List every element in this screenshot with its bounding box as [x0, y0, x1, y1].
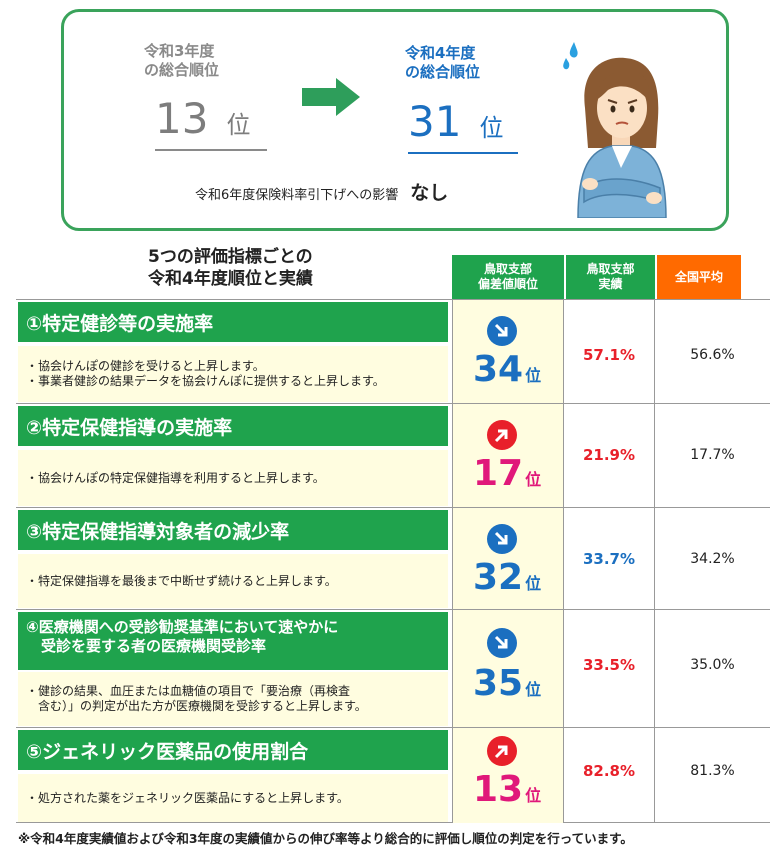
rank-value: 32 位 [473, 557, 542, 598]
up-icon [487, 420, 517, 450]
average-value: 81.3% [690, 763, 735, 779]
indicator-name: ⑤ジェネリック医薬品の使用割合 [18, 730, 448, 770]
average-value: 56.6% [690, 347, 735, 363]
rank-cell: 32 位 [452, 508, 564, 609]
indicator-description: ・協会けんぽの特定保健指導を利用すると上昇します。 [18, 450, 448, 506]
cur-rank-value: 31 位 [408, 98, 518, 154]
average-value: 35.0% [690, 657, 735, 673]
table-row: ①特定健診等の実施率 ・協会けんぽの健診を受けると上昇します。 ・事業者健診の結果… [16, 299, 770, 403]
rank-value: 17 位 [473, 453, 542, 494]
impact-line: 令和6年度保険料率引下げへの影響 なし [195, 182, 449, 204]
cur-rank-label: 令和4年度 の総合順位 [405, 44, 481, 81]
table-row: ④医療機関への受診勧奨基準において速やかに 受診を要する者の医療機関受診率 ・健… [16, 609, 770, 727]
header-rank: 鳥取支部 偏差値順位 [452, 255, 564, 299]
table-row: ③特定保健指導対象者の減少率 ・特定保健指導を最後まで中断せず続けると上昇します… [16, 507, 770, 609]
indicator-table: ①特定健診等の実施率 ・協会けんぽの健診を受けると上昇します。 ・事業者健診の結果… [16, 299, 770, 823]
achievement-value: 57.1% [564, 300, 655, 403]
header-average: 全国平均 [657, 255, 741, 299]
down-icon [487, 316, 517, 346]
achievement-value: 33.7% [564, 508, 655, 609]
rank-cell: 35 位 [452, 610, 564, 727]
up-icon [487, 736, 517, 766]
rank-value: 35 位 [473, 663, 542, 704]
average-value: 34.2% [690, 551, 735, 567]
rank-cell: 34 位 [452, 300, 564, 403]
indicator-name: ②特定保健指導の実施率 [18, 406, 448, 446]
prev-rank-label: 令和3年度 の総合順位 [144, 42, 220, 79]
achievement-value: 33.5% [564, 610, 655, 727]
table-title: 5つの評価指標ごとの 令和4年度順位と実績 [148, 247, 313, 289]
rank-cell: 13 位 [452, 728, 564, 823]
worried-person-illustration [563, 42, 667, 218]
rank-cell: 17 位 [452, 404, 564, 507]
table-row: ⑤ジェネリック医薬品の使用割合 ・処方された薬をジェネリック医薬品にすると上昇し… [16, 727, 770, 823]
right-arrow-icon [302, 78, 360, 116]
header-achievement: 鳥取支部 実績 [566, 255, 655, 299]
indicator-description: ・特定保健指導を最後まで中断せず続けると上昇します。 [18, 554, 448, 608]
down-icon [487, 628, 517, 658]
indicator-name: ④医療機関への受診勧奨基準において速やかに 受診を要する者の医療機関受診率 [18, 612, 448, 670]
rank-value: 34 位 [473, 349, 542, 390]
achievement-value: 21.9% [564, 404, 655, 507]
down-icon [487, 524, 517, 554]
indicator-description: ・健診の結果、血圧または血糖値の項目で「要治療（再検査 含む）」の判定が出た方が… [18, 672, 448, 726]
rank-value: 13 位 [473, 769, 542, 810]
indicator-name: ③特定保健指導対象者の減少率 [18, 510, 448, 550]
prev-rank-value: 13 位 [155, 95, 267, 151]
footnote: ※令和4年度実績値および令和3年度の実績値からの伸び率等より総合的に評価し順位の… [18, 831, 633, 846]
average-value: 17.7% [690, 447, 735, 463]
achievement-value: 82.8% [564, 728, 655, 822]
indicator-name: ①特定健診等の実施率 [18, 302, 448, 342]
indicator-description: ・処方された薬をジェネリック医薬品にすると上昇します。 [18, 774, 448, 822]
table-row: ②特定保健指導の実施率 ・協会けんぽの特定保健指導を利用すると上昇します。 17… [16, 403, 770, 507]
indicator-description: ・協会けんぽの健診を受けると上昇します。 ・事業者健診の結果データを協会けんぽに提… [18, 346, 448, 402]
